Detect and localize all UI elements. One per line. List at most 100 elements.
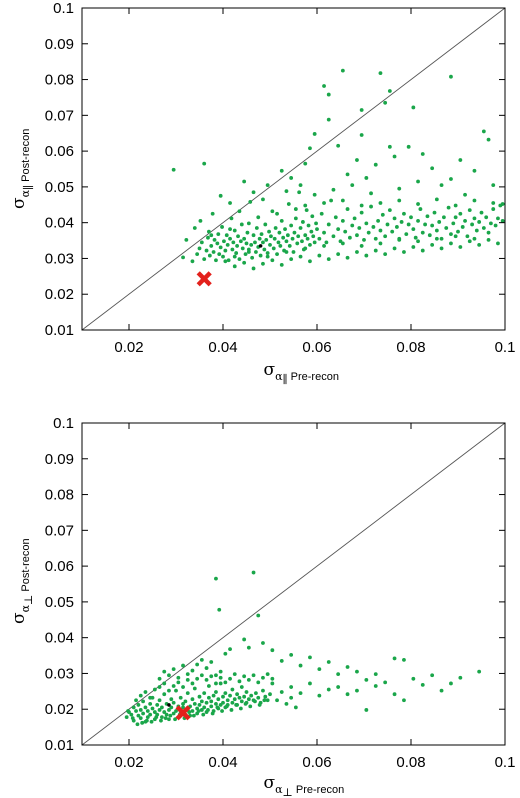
data-point bbox=[257, 236, 262, 241]
y-tick-label: 0.03 bbox=[45, 665, 74, 682]
data-point bbox=[199, 673, 204, 678]
data-point bbox=[232, 697, 237, 702]
data-point bbox=[202, 705, 207, 710]
data-point bbox=[352, 216, 357, 221]
data-point bbox=[190, 709, 195, 713]
data-point bbox=[300, 239, 304, 244]
data-point bbox=[289, 223, 294, 228]
data-point bbox=[185, 677, 190, 682]
data-point bbox=[277, 230, 282, 235]
data-point bbox=[397, 236, 402, 241]
data-point bbox=[434, 228, 439, 233]
data-point bbox=[242, 674, 247, 679]
x-tick-label: 0.1 bbox=[495, 339, 516, 356]
data-point bbox=[197, 703, 202, 707]
data-point bbox=[458, 245, 463, 249]
data-point bbox=[207, 229, 211, 234]
data-point bbox=[283, 227, 287, 232]
data-point bbox=[467, 208, 472, 213]
data-point bbox=[230, 687, 235, 692]
data-point bbox=[232, 672, 237, 677]
data-point bbox=[411, 245, 416, 249]
y-tick-label: 0.06 bbox=[45, 558, 74, 575]
data-point bbox=[309, 229, 314, 234]
data-point bbox=[261, 641, 265, 645]
data-point bbox=[322, 230, 326, 235]
data-point bbox=[439, 246, 444, 251]
data-point bbox=[456, 229, 460, 234]
data-point bbox=[174, 688, 178, 693]
data-point bbox=[331, 234, 336, 239]
data-point bbox=[244, 241, 249, 246]
data-point bbox=[134, 698, 138, 703]
data-point bbox=[486, 137, 491, 142]
data-point bbox=[262, 698, 267, 703]
data-point bbox=[256, 680, 261, 685]
data-point bbox=[270, 258, 275, 263]
data-point bbox=[190, 668, 195, 673]
data-point bbox=[230, 247, 235, 252]
y-tick-label: 0.07 bbox=[45, 107, 74, 124]
data-point bbox=[350, 223, 355, 228]
data-point bbox=[486, 230, 491, 235]
data-point bbox=[329, 198, 333, 203]
data-point bbox=[217, 252, 222, 257]
data-point bbox=[223, 259, 228, 264]
data-point bbox=[390, 229, 395, 234]
data-point bbox=[491, 201, 496, 205]
data-point bbox=[218, 245, 223, 250]
data-point bbox=[449, 681, 453, 686]
data-point bbox=[211, 693, 216, 698]
data-point bbox=[402, 250, 406, 254]
data-point bbox=[232, 228, 237, 233]
data-point bbox=[214, 576, 218, 581]
data-point bbox=[460, 225, 465, 229]
data-point bbox=[311, 234, 316, 239]
data-point bbox=[181, 255, 185, 260]
y-tick-label: 0.1 bbox=[53, 0, 74, 17]
data-point bbox=[479, 210, 484, 215]
data-point bbox=[293, 207, 298, 211]
data-point bbox=[298, 254, 303, 259]
data-point bbox=[253, 699, 257, 704]
data-point bbox=[265, 251, 270, 255]
data-point bbox=[246, 677, 251, 682]
data-point bbox=[409, 215, 413, 220]
data-point bbox=[218, 675, 223, 680]
data-point bbox=[331, 187, 336, 192]
data-point bbox=[209, 699, 214, 704]
data-point bbox=[484, 215, 489, 220]
data-point bbox=[237, 679, 242, 684]
data-point bbox=[215, 241, 220, 246]
data-point bbox=[215, 705, 220, 710]
data-point bbox=[141, 711, 146, 716]
data-point bbox=[246, 250, 251, 254]
data-point bbox=[218, 669, 223, 674]
data-point bbox=[371, 225, 376, 229]
data-point bbox=[439, 236, 444, 241]
data-point bbox=[248, 200, 253, 204]
data-point bbox=[312, 240, 317, 245]
y-tick-label: 0.05 bbox=[45, 179, 74, 196]
data-point bbox=[220, 225, 224, 229]
data-point bbox=[301, 220, 305, 224]
data-point bbox=[333, 215, 338, 220]
data-point bbox=[221, 694, 225, 699]
data-point bbox=[197, 694, 202, 699]
data-point bbox=[251, 570, 256, 575]
data-point bbox=[437, 220, 442, 224]
y-tick-label: 0.09 bbox=[45, 451, 74, 468]
data-point bbox=[169, 697, 174, 702]
data-point bbox=[254, 226, 259, 230]
data-point bbox=[345, 172, 350, 177]
data-point bbox=[223, 691, 228, 696]
data-point bbox=[355, 233, 359, 238]
data-point bbox=[322, 244, 326, 248]
data-point bbox=[160, 715, 164, 719]
data-point bbox=[340, 68, 345, 73]
data-point bbox=[126, 709, 130, 713]
data-point bbox=[249, 242, 254, 247]
data-point bbox=[383, 100, 388, 105]
data-point bbox=[290, 236, 295, 241]
data-point bbox=[192, 226, 197, 230]
